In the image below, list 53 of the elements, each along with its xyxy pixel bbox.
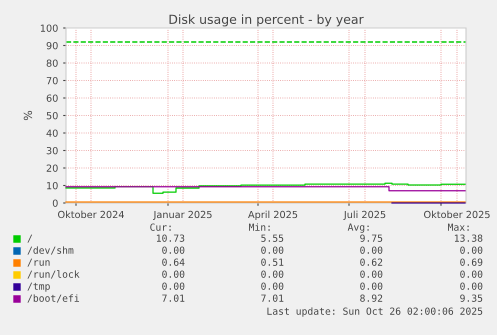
y-axis-title: % bbox=[24, 110, 32, 120]
x-tick-label: Oktober 2024 bbox=[58, 210, 124, 218]
y-tick-label: 70 bbox=[46, 76, 58, 84]
text: Avg: bbox=[348, 224, 369, 233]
text: 0.00 bbox=[460, 282, 482, 290]
y-tick-label: 40 bbox=[46, 129, 58, 137]
text: 0.00 bbox=[360, 246, 382, 254]
legend-label: / bbox=[27, 234, 32, 243]
text: 9.75 bbox=[360, 234, 382, 242]
text: 0.00 bbox=[261, 282, 284, 290]
text: Max: bbox=[448, 224, 469, 231]
text: 0.64 bbox=[162, 258, 185, 266]
y-tick-label: 100 bbox=[40, 24, 58, 32]
y-tick-label: 80 bbox=[46, 59, 58, 67]
text: 0.00 bbox=[460, 246, 482, 254]
text: 0.62 bbox=[360, 258, 382, 266]
text: 10.73 bbox=[156, 234, 184, 242]
y-tick-label: 20 bbox=[46, 164, 58, 172]
y-tick-label: 60 bbox=[46, 94, 58, 102]
legend-label: /run bbox=[27, 258, 50, 267]
y-tick-label: 30 bbox=[46, 146, 58, 154]
x-tick-label: Januar 2025 bbox=[153, 210, 212, 220]
text: 7.01 bbox=[261, 294, 284, 302]
text: 0.00 bbox=[460, 270, 482, 278]
text: Last update: Sun Oct 26 02:00:06 2025 bbox=[267, 307, 482, 317]
y-tick-label: 90 bbox=[46, 42, 58, 50]
text: 0.00 bbox=[261, 270, 284, 278]
legend-label: /dev/shm bbox=[27, 246, 74, 255]
text: 0.00 bbox=[162, 270, 184, 278]
y-tick-label: 10 bbox=[47, 182, 58, 190]
text: Min: bbox=[248, 223, 270, 231]
text: 0.00 bbox=[162, 246, 184, 254]
x-tick-label: Juli 2025 bbox=[343, 210, 386, 220]
chart-title: Disk usage in percent - by year bbox=[170, 14, 364, 26]
text: 7.01 bbox=[162, 294, 184, 302]
text: 0.00 bbox=[162, 282, 184, 290]
text: 0.69 bbox=[460, 258, 482, 266]
text: 13.38 bbox=[454, 234, 482, 242]
y-tick-label: 0 bbox=[52, 199, 58, 207]
text: 0.00 bbox=[261, 246, 284, 254]
legend-label: /tmp bbox=[27, 282, 50, 292]
x-tick-label: Oktober 2025 bbox=[424, 210, 490, 218]
legend-label: /run/lock bbox=[27, 270, 80, 279]
text: 0.00 bbox=[360, 282, 382, 290]
legend-label: /boot/efi bbox=[27, 294, 80, 303]
text: 0.51 bbox=[261, 258, 284, 266]
y-tick-label: 50 bbox=[46, 112, 58, 120]
text: 8.92 bbox=[360, 294, 382, 302]
x-tick-label: April 2025 bbox=[248, 210, 298, 220]
text: Cur: bbox=[150, 223, 171, 231]
text: 0.00 bbox=[360, 270, 382, 278]
text: 9.35 bbox=[460, 294, 482, 302]
text: 5.55 bbox=[261, 234, 284, 242]
